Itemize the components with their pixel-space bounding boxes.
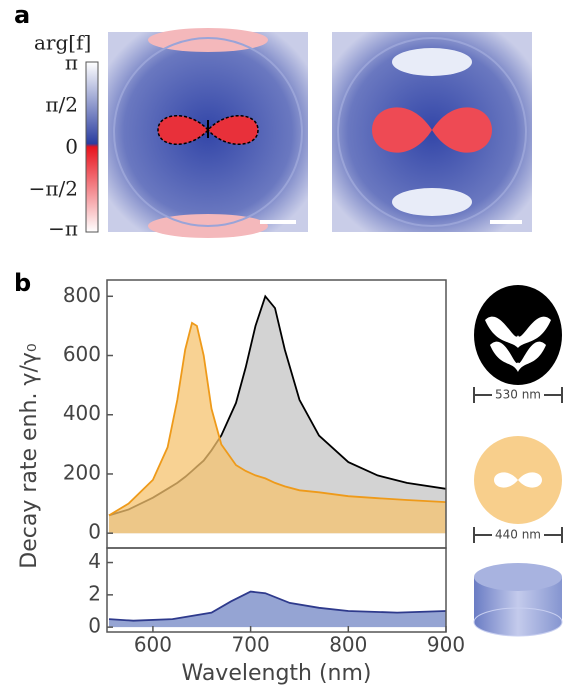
field-map [332,32,532,232]
colorbar-tick: −π/2 [29,177,78,201]
panel-label: b [14,269,31,297]
structure-icon: 440 nm [473,436,563,543]
x-axis-label: Wavelength (nm) [181,661,371,686]
y-tick-label: 200 [63,460,101,484]
area [108,591,446,628]
field-map [108,28,308,238]
y-axis-label: Decay rate enh. γ/γ₀ [17,343,42,569]
scale-label: 440 nm [495,528,541,542]
x-tick-label: 700 [232,633,270,657]
colorbar-tick: π/2 [45,93,78,117]
y-tick-label: 400 [63,401,101,425]
panel-label: a [14,1,30,29]
scale-label: 530 nm [495,388,541,402]
y-tick-label: 4 [88,549,101,573]
colorbar-tick: 0 [65,135,78,159]
area [108,322,446,534]
y-tick-label: 0 [88,614,101,638]
line [108,321,446,517]
x-tick-label: 900 [427,633,465,657]
colorbar [85,61,99,233]
structure-icon: 530 nm [473,285,563,403]
colorbar-tick: π [65,51,78,75]
y-tick-label: 2 [88,581,101,605]
colorbar-label: arg[f] [34,31,91,55]
y-tick-label: 800 [63,283,101,307]
structure-icon [473,563,563,637]
x-tick-label: 800 [329,633,367,657]
y-tick-label: 0 [88,520,101,544]
x-tick-label: 600 [134,633,172,657]
line [108,590,446,622]
axes-frame [106,547,447,633]
colorbar-tick: −π [48,217,78,241]
y-tick-label: 600 [63,342,101,366]
